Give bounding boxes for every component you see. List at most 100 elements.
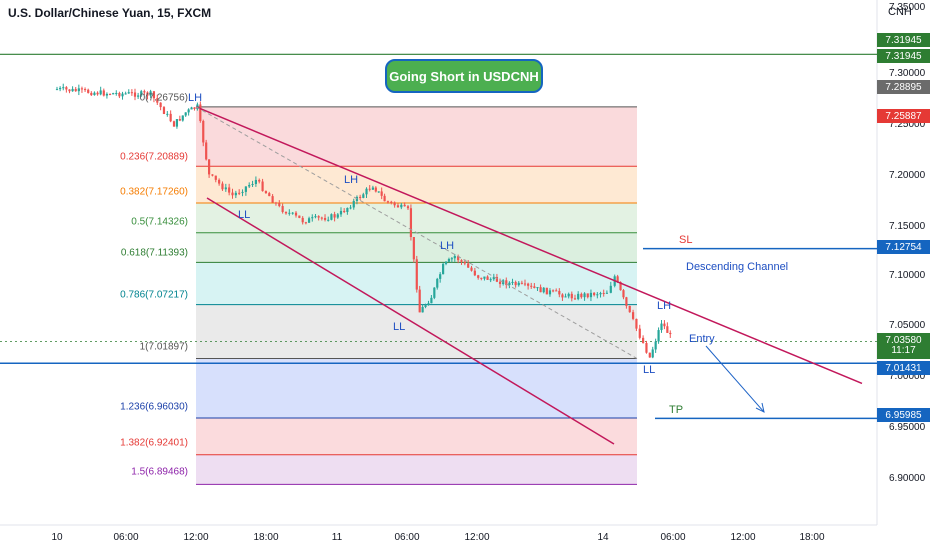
candle-body xyxy=(278,203,281,207)
price-tick: 7.15000 xyxy=(889,221,926,232)
candle-body xyxy=(374,187,377,192)
time-tick: 14 xyxy=(597,532,609,543)
candle-body xyxy=(244,186,247,192)
candle-body xyxy=(583,293,586,298)
ll-label: LL xyxy=(238,209,251,221)
candle-body xyxy=(669,332,672,335)
price-label-entry-line: 7.01431 xyxy=(877,361,930,375)
candle-body xyxy=(577,293,580,300)
candle-body xyxy=(127,92,130,94)
candle-body xyxy=(447,258,451,262)
fib-zone xyxy=(196,417,637,455)
candle-body xyxy=(530,285,533,287)
candle-body xyxy=(473,270,476,276)
candle-body xyxy=(248,184,251,187)
candle-body xyxy=(294,212,298,216)
time-tick: 06:00 xyxy=(660,532,686,543)
candle-body xyxy=(143,91,146,93)
candle-body xyxy=(467,263,470,268)
price-label-stop-loss: 7.12754 xyxy=(877,240,930,254)
candle-body xyxy=(254,179,257,184)
candle-body xyxy=(99,90,102,95)
time-tick: 18:00 xyxy=(799,532,825,543)
candle-body xyxy=(642,337,645,344)
candle-body xyxy=(580,293,583,298)
candle-body xyxy=(570,293,573,299)
candle-body xyxy=(450,258,453,260)
candle-body xyxy=(343,210,346,212)
candle-body xyxy=(609,285,612,293)
candle-body xyxy=(427,303,430,306)
idea-title-badge: Going Short in USDCNH xyxy=(385,59,543,93)
candle-body xyxy=(301,217,304,223)
candle-body xyxy=(596,294,599,296)
candle-body xyxy=(140,91,143,96)
candle-body xyxy=(288,212,291,214)
candle-body xyxy=(74,88,77,92)
candle-body xyxy=(149,91,152,96)
candle-body xyxy=(480,277,483,279)
candle-body xyxy=(505,280,508,286)
candle-body xyxy=(115,92,118,94)
price-tick: 6.95000 xyxy=(889,422,926,433)
candle-body xyxy=(202,120,205,143)
candle-body xyxy=(314,216,317,218)
lh-label: LH xyxy=(344,174,359,186)
candle-body xyxy=(59,87,62,90)
candle-body xyxy=(187,109,190,113)
candle-body xyxy=(327,219,330,221)
fib-label: 0.618(7.11393) xyxy=(120,247,188,259)
candle-body xyxy=(175,119,179,127)
projection-arrowhead xyxy=(755,402,765,413)
candle-body xyxy=(87,89,90,93)
candle-body xyxy=(489,279,492,281)
candle-body xyxy=(181,115,184,121)
projection-arrow xyxy=(705,345,765,413)
fib-zone xyxy=(196,166,637,203)
candle-body xyxy=(457,256,460,261)
candle-body xyxy=(162,107,166,114)
candle-body xyxy=(166,113,169,115)
bar-countdown: 11:17 xyxy=(877,345,930,359)
fib-zone xyxy=(196,304,637,359)
symbol-title[interactable]: U.S. Dollar/Chinese Yuan, 15, FXCM xyxy=(8,6,212,20)
candle-body xyxy=(218,179,221,184)
fib-zone xyxy=(196,454,637,485)
channel-lower-line xyxy=(206,197,615,445)
candle-body xyxy=(271,196,274,203)
candle-body xyxy=(517,282,520,286)
candle-body xyxy=(616,276,619,282)
candle-body xyxy=(118,92,121,97)
candle-body xyxy=(442,263,445,275)
candle-body xyxy=(625,297,628,306)
candle-body xyxy=(68,89,71,92)
candle-body xyxy=(178,119,181,121)
lh-label: LH xyxy=(440,240,455,252)
candle-body xyxy=(349,207,352,209)
candle-body xyxy=(542,287,545,293)
ll-label: LL xyxy=(643,364,656,376)
time-tick: 12:00 xyxy=(730,532,756,543)
candle-body xyxy=(539,287,542,293)
time-tick: 12:00 xyxy=(183,532,209,543)
entry-label: Entry xyxy=(689,333,715,345)
candle-body xyxy=(520,282,523,284)
candle-body xyxy=(238,192,241,194)
candle-body xyxy=(137,95,140,97)
candle-body xyxy=(362,194,365,198)
candle-body xyxy=(83,89,87,91)
candle-body xyxy=(463,261,466,264)
candle-body xyxy=(121,93,124,97)
price-label-last: 7.03580 xyxy=(877,333,930,347)
candle-body xyxy=(421,306,424,313)
candle-body xyxy=(403,204,406,207)
candle-body xyxy=(307,218,311,223)
candle-body xyxy=(533,286,536,289)
candle-body xyxy=(523,283,527,285)
candle-body xyxy=(602,292,605,294)
time-tick: 18:00 xyxy=(253,532,279,543)
candle-body xyxy=(251,183,254,185)
candle-body xyxy=(304,222,307,224)
fib-label: 0.236(7.20889) xyxy=(120,151,188,163)
